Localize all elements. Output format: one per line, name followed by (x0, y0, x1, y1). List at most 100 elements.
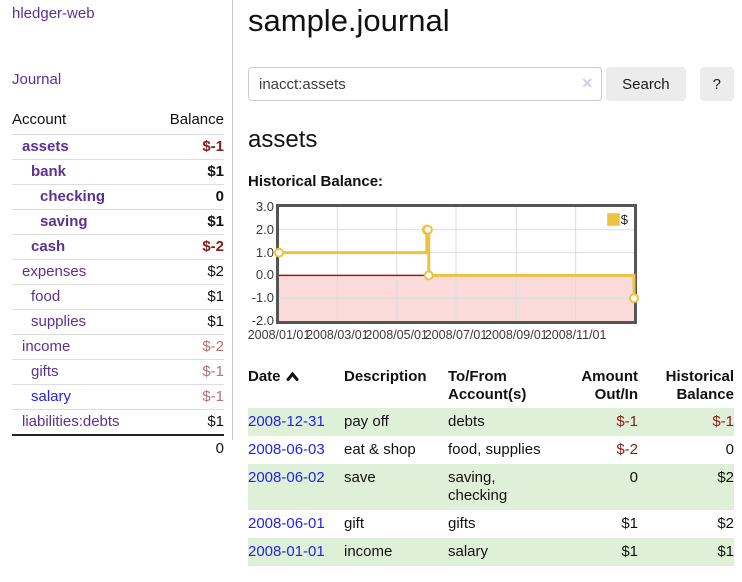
y-tick-label: -2.0 (251, 313, 274, 328)
account-link[interactable]: saving (40, 213, 88, 230)
account-link[interactable]: bank (31, 163, 67, 180)
account-balance: $-2 (152, 334, 224, 360)
register-row: 2008-06-02 save saving, checking 0 $2 (248, 464, 734, 510)
register-accounts: saving, checking (448, 469, 508, 504)
register-description: gift (344, 515, 365, 532)
register-header-amount: Amount Out/In (581, 368, 638, 403)
account-link[interactable]: supplies (31, 313, 87, 330)
account-row: saving $1 (12, 209, 224, 235)
data-point-marker (422, 224, 433, 235)
account-link[interactable]: salary (31, 388, 72, 405)
account-row: supplies $1 (12, 309, 224, 335)
register-header-accounts: To/From Account(s) (448, 368, 527, 403)
register-date-link[interactable]: 2008-06-01 (248, 515, 325, 532)
legend-label: $ (620, 212, 628, 227)
sort-ascending-icon (286, 368, 299, 385)
account-balance: $2 (152, 259, 224, 285)
register-date-link[interactable]: 2008-01-01 (248, 543, 325, 560)
account-link[interactable]: gifts (31, 363, 59, 380)
register-date-link[interactable]: 2008-06-03 (248, 441, 325, 458)
app-title-link[interactable]: hledger-web (12, 5, 95, 22)
account-row: income $-2 (12, 334, 224, 360)
accounts-table: Account Balance assets $-1 bank $1 checking 0… (12, 109, 224, 461)
account-balance: $-1 (152, 134, 224, 160)
register-date-link[interactable]: 2008-06-02 (248, 469, 325, 486)
account-row: expenses $2 (12, 259, 224, 285)
account-link[interactable]: income (22, 338, 71, 355)
data-point-marker (423, 270, 434, 281)
chart-legend: $ (606, 212, 628, 227)
register-description: income (344, 543, 393, 560)
account-row: food $1 (12, 284, 224, 310)
accounts-header-account: Account (12, 109, 153, 135)
y-tick-label: 2.0 (255, 221, 274, 237)
account-balance: $1 (152, 209, 224, 235)
accounts-header-balance: Balance (152, 109, 224, 135)
register-table: Date Description To/From Account(s) Amount … (248, 366, 734, 566)
register-row: 2008-01-01 income salary $1 $1 (248, 538, 734, 566)
account-row: assets $-1 (12, 134, 224, 160)
register-header-description: Description (344, 368, 427, 385)
account-link[interactable]: assets (22, 138, 69, 155)
x-tick-label: 2008/05/01 (365, 328, 428, 342)
search-form: ✕ Search ? (248, 67, 734, 101)
accounts-total-balance: 0 (12, 434, 224, 461)
x-tick-label: 2008/09/01 (485, 328, 548, 342)
accounts-header-row: Account Balance (12, 109, 224, 135)
register-row: 2008-06-03 eat & shop food, supplies $-2 0 (248, 436, 734, 464)
chart-plot-area: $ (274, 204, 639, 324)
legend-swatch-icon (606, 213, 620, 226)
register-balance: $-1 (712, 413, 734, 430)
register-amount: $1 (621, 543, 638, 560)
sidebar-item-journal[interactable]: Journal (12, 71, 62, 88)
register-description: save (344, 469, 376, 486)
account-link[interactable]: liabilities:debts (22, 413, 120, 430)
x-tick-label: 2008/01/01 (247, 328, 311, 342)
account-balance: $-1 (152, 384, 224, 410)
account-link[interactable]: food (31, 288, 61, 305)
register-amount: $-2 (616, 441, 638, 458)
account-row: bank $1 (12, 159, 224, 185)
clear-search-icon[interactable]: ✕ (581, 75, 594, 91)
main-content: sample.journal ✕ Search ? assets Histori… (248, 0, 734, 566)
data-point-marker (274, 247, 284, 258)
account-link[interactable]: checking (40, 188, 106, 205)
register-description: eat & shop (344, 441, 416, 458)
search-input[interactable] (248, 67, 603, 101)
account-row: checking 0 (12, 184, 224, 210)
y-tick-label: 3.0 (255, 199, 274, 214)
register-accounts: gifts (448, 515, 476, 532)
register-header-row: Date Description To/From Account(s) Amount … (248, 366, 734, 408)
register-accounts: food, supplies (448, 441, 541, 458)
chart-title: Historical Balance: (248, 173, 384, 190)
register-amount: $1 (621, 515, 638, 532)
account-row: salary $-1 (12, 384, 224, 410)
account-link[interactable]: cash (31, 238, 66, 255)
register-row: 2008-12-31 pay off debts $-1 $-1 (248, 408, 734, 436)
sidebar-nav: Journal (12, 71, 224, 89)
register-balance: $1 (717, 543, 734, 560)
account-balance: $1 (152, 284, 224, 310)
register-accounts: debts (448, 413, 485, 430)
register-description: pay off (344, 413, 389, 430)
register-amount: 0 (629, 469, 638, 486)
account-link[interactable]: expenses (22, 263, 87, 280)
accounts-total-row: 0 (12, 434, 224, 461)
y-tick-label: 1.0 (255, 244, 274, 260)
y-tick-label: 0.0 (255, 267, 274, 283)
account-balance: 0 (152, 184, 224, 210)
account-balance: $1 (152, 309, 224, 335)
register-header-balance: Historical Balance (665, 368, 734, 403)
help-button[interactable]: ? (699, 67, 734, 101)
account-row: cash $-2 (12, 234, 224, 260)
data-point-marker (629, 293, 639, 304)
sidebar: hledger-web Journal Account Balance asse… (0, 0, 233, 461)
register-header-date[interactable]: Date (248, 366, 344, 408)
register-row: 2008-06-01 gift gifts $1 $2 (248, 510, 734, 538)
register-date-link[interactable]: 2008-12-31 (248, 413, 325, 430)
account-balance: $1 (152, 159, 224, 185)
search-button[interactable]: Search (606, 67, 686, 101)
account-heading: assets (248, 126, 318, 153)
account-balance: $-1 (152, 359, 224, 385)
app-title: hledger-web (12, 5, 224, 23)
